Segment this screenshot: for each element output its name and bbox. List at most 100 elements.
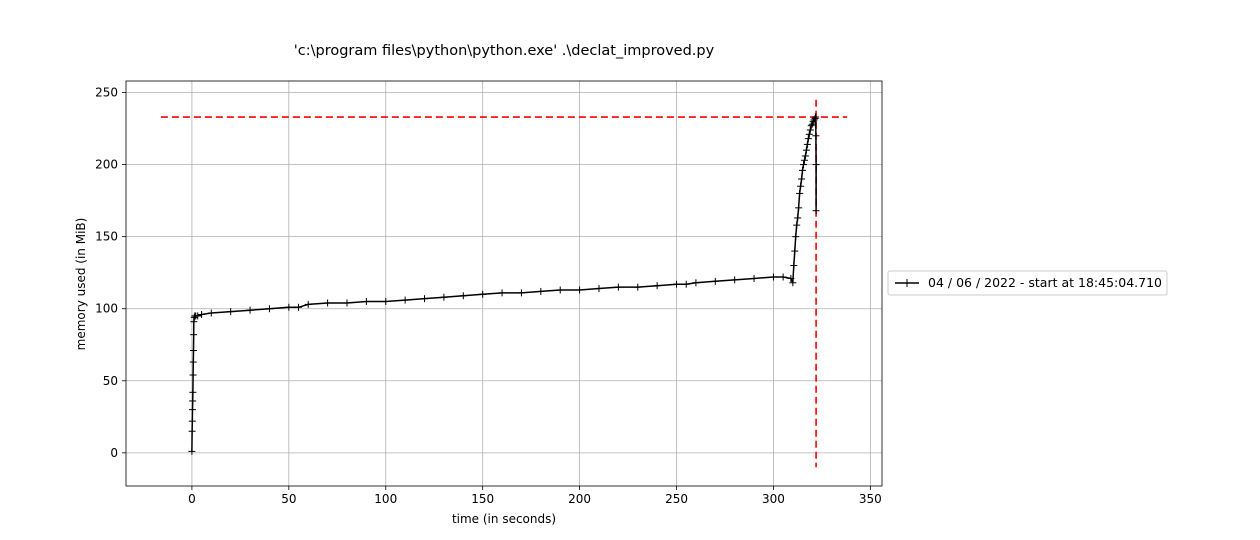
data-point-marker xyxy=(796,189,804,197)
data-point-marker xyxy=(799,166,807,174)
data-point-marker xyxy=(791,247,799,255)
legend-label: 04 / 06 / 2022 - start at 18:45:04.710 xyxy=(928,275,1162,290)
data-point-marker xyxy=(189,388,197,396)
x-tick-label: 0 xyxy=(188,492,196,506)
data-point-marker xyxy=(794,214,802,222)
data-point-marker xyxy=(653,282,661,290)
series-layer xyxy=(188,113,820,455)
data-point-marker xyxy=(421,295,429,303)
data-point-marker xyxy=(789,279,797,287)
y-tick-label: 250 xyxy=(95,86,118,100)
data-point-marker xyxy=(682,280,690,288)
data-point-marker xyxy=(537,287,545,295)
data-point-marker xyxy=(810,116,818,124)
data-point-marker xyxy=(324,299,332,307)
x-tick-label: 250 xyxy=(665,492,688,506)
data-point-marker xyxy=(198,310,206,318)
x-tick-label: 100 xyxy=(374,492,397,506)
plot-frame xyxy=(125,80,883,487)
data-point-marker xyxy=(711,277,719,285)
data-point-marker xyxy=(479,290,487,298)
data-point-marker xyxy=(194,312,202,320)
data-point-marker xyxy=(812,207,820,215)
data-point-marker xyxy=(498,289,506,297)
data-point-marker xyxy=(802,146,810,154)
y-axis-label: memory used (in MiB) xyxy=(74,218,88,351)
data-point-marker xyxy=(779,273,787,281)
data-point-marker xyxy=(246,306,254,314)
x-axis-ticks: 0 50 100 150 200 250 300 350 xyxy=(188,486,882,506)
data-point-marker xyxy=(750,274,758,282)
y-tick-label: 200 xyxy=(95,158,118,172)
legend: 04 / 06 / 2022 - start at 18:45:04.710 xyxy=(887,270,1168,296)
data-point-marker xyxy=(806,126,814,134)
peak-markers xyxy=(160,99,848,468)
data-point-marker xyxy=(189,347,197,355)
y-tick-label: 150 xyxy=(95,230,118,244)
data-point-marker xyxy=(800,156,808,164)
data-point-marker xyxy=(189,397,197,405)
x-tick-label: 50 xyxy=(281,492,296,506)
data-point-marker xyxy=(804,135,812,143)
data-point-marker xyxy=(807,122,815,130)
y-tick-label: 50 xyxy=(103,374,118,388)
data-point-marker xyxy=(634,283,642,291)
data-point-marker xyxy=(188,406,196,414)
data-point-marker xyxy=(362,298,370,306)
data-point-marker xyxy=(304,300,312,308)
data-point-marker xyxy=(792,233,800,241)
data-point-marker xyxy=(190,331,198,339)
chart-title: 'c:\program files\python\python.exe' .\d… xyxy=(294,43,715,59)
x-tick-label: 200 xyxy=(568,492,591,506)
data-point-marker xyxy=(440,293,448,301)
data-point-marker xyxy=(227,308,235,316)
data-point-marker xyxy=(285,303,293,311)
data-point-marker xyxy=(459,292,467,300)
y-tick-label: 0 xyxy=(110,446,118,460)
series-line xyxy=(191,116,817,452)
data-point-marker xyxy=(793,221,801,229)
grid-lines xyxy=(126,81,882,486)
data-point-marker xyxy=(803,140,811,148)
x-tick-label: 350 xyxy=(859,492,882,506)
data-point-marker xyxy=(812,113,820,121)
data-point-marker xyxy=(799,161,807,169)
data-point-marker xyxy=(188,417,196,425)
data-point-marker xyxy=(731,276,739,284)
data-point-marker xyxy=(207,309,215,317)
x-axis-label: time (in seconds) xyxy=(452,512,556,526)
legend-box xyxy=(887,270,1168,296)
data-point-marker xyxy=(189,358,197,366)
data-point-marker xyxy=(812,161,820,169)
data-point-marker xyxy=(812,132,820,140)
data-point-marker xyxy=(295,303,303,311)
data-point-marker xyxy=(517,289,525,297)
data-point-marker xyxy=(595,285,603,293)
data-point-marker xyxy=(576,286,584,294)
data-point-marker xyxy=(188,427,196,435)
data-point-marker xyxy=(265,305,273,313)
data-point-marker xyxy=(382,298,390,306)
data-point-marker xyxy=(801,152,809,160)
data-point-marker xyxy=(692,279,700,287)
data-point-marker xyxy=(797,182,805,190)
data-point-marker xyxy=(188,447,196,455)
y-axis-ticks: 0 50 100 150 200 250 xyxy=(95,86,126,460)
y-tick-label: 100 xyxy=(95,302,118,316)
data-point-marker xyxy=(805,130,813,138)
data-point-marker xyxy=(343,299,351,307)
data-point-marker xyxy=(189,371,197,379)
data-point-marker xyxy=(790,261,798,269)
data-point-marker xyxy=(556,286,564,294)
data-point-marker xyxy=(614,283,622,291)
data-point-marker xyxy=(808,120,816,128)
data-point-marker xyxy=(769,273,777,281)
x-tick-label: 300 xyxy=(762,492,785,506)
data-point-marker xyxy=(673,280,681,288)
data-point-marker xyxy=(787,274,795,282)
x-tick-label: 150 xyxy=(471,492,494,506)
data-point-marker xyxy=(401,296,409,304)
data-point-marker xyxy=(190,313,198,321)
data-point-marker xyxy=(795,204,803,212)
